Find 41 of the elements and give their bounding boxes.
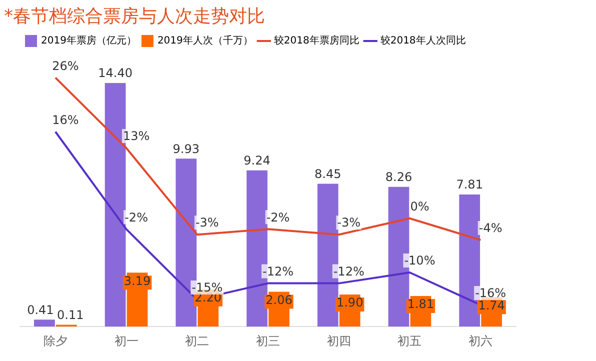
legend-label: 较2018年票房同比 — [274, 34, 360, 47]
data-label: 8.45 — [314, 166, 342, 181]
bar — [34, 320, 55, 327]
data-label: -2% — [124, 210, 148, 224]
x-tick-label: 初四 — [326, 334, 351, 348]
x-tick-label: 初五 — [398, 334, 422, 348]
data-label: 0.11 — [57, 308, 84, 322]
x-tick-label: 除夕 — [43, 334, 68, 348]
data-label: 1.81 — [407, 297, 434, 312]
data-label: -4% — [478, 221, 502, 236]
data-label: 13% — [122, 129, 150, 144]
data-label: 3.19 — [124, 274, 151, 288]
data-label: 9.93 — [172, 142, 200, 156]
data-label: 2.06 — [266, 292, 292, 307]
data-label: -16% — [475, 286, 506, 300]
data-label: -12% — [262, 264, 294, 278]
data-label: 8.26 — [385, 170, 412, 184]
data-label: -3% — [195, 216, 219, 230]
data-label: 0% — [410, 199, 430, 214]
x-tick-label: 初二 — [185, 334, 210, 348]
data-label: 16% — [52, 112, 79, 127]
data-label: -10% — [404, 254, 436, 268]
data-label: 0.41 — [27, 302, 54, 317]
bar — [104, 83, 126, 327]
data-label: 2.20 — [194, 290, 222, 305]
data-label: 1.74 — [478, 298, 505, 312]
data-label: 9.24 — [244, 153, 270, 168]
data-label: -12% — [333, 264, 364, 278]
x-tick-label: 初三 — [256, 334, 280, 348]
data-label: -2% — [266, 210, 290, 224]
chart-title: *春节档综合票房与人次走势对比 — [4, 5, 265, 28]
legend-label: 2019年人次（千万） — [157, 34, 253, 47]
data-label: 1.90 — [336, 296, 364, 310]
data-label: 26% — [52, 58, 79, 73]
legend-label: 较2018年人次同比 — [380, 34, 466, 47]
legend-label: 2019年票房（亿元） — [41, 34, 136, 47]
x-tick-label: 初六 — [468, 334, 493, 348]
data-label: -3% — [337, 216, 361, 230]
x-tick-label: 初一 — [114, 334, 138, 348]
data-label: 14.40 — [98, 66, 132, 80]
data-label: 7.81 — [456, 178, 483, 192]
